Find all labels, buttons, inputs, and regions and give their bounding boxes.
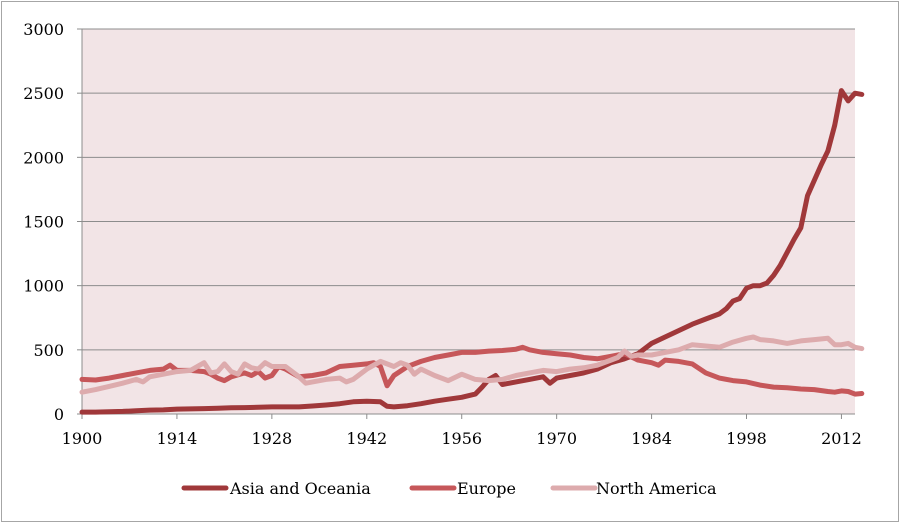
x-tick-label: 1998	[726, 429, 767, 448]
legend-label-1: Europe	[457, 479, 516, 498]
x-tick-label: 2012	[821, 429, 862, 448]
grid-lines	[82, 28, 855, 351]
y-tick-label: 2000	[23, 148, 64, 167]
x-tick-label: 1984	[631, 429, 672, 448]
y-tick-label: 3000	[23, 20, 64, 39]
x-tick-label: 1928	[252, 429, 293, 448]
axes	[77, 28, 855, 419]
series-line-2	[79, 334, 865, 395]
series-layer	[79, 88, 865, 415]
y-tick-labels: 0 500 1000 1500 2000 2500 3000	[23, 20, 64, 424]
x-tick-label: 1914	[157, 429, 198, 448]
y-tick-label: 0	[54, 405, 64, 424]
y-tick-label: 1000	[23, 277, 64, 296]
y-tick-label: 1500	[23, 213, 64, 232]
legend-label-2: North America	[596, 479, 717, 498]
y-tick-label: 500	[33, 341, 64, 360]
series-line-1	[79, 344, 865, 397]
x-tick-label: 1970	[536, 429, 577, 448]
legend: Asia and Oceania Europe North America	[181, 479, 717, 498]
x-tick-label: 1942	[346, 429, 387, 448]
legend-label-0: Asia and Oceania	[229, 479, 371, 498]
x-tick-label: 1956	[441, 429, 482, 448]
x-tick-label: 1900	[62, 429, 103, 448]
y-tick-label: 2500	[23, 84, 64, 103]
x-tick-labels: 1900 1914 1928 1942 1956 1970 1984 1998 2012	[62, 429, 862, 448]
series-line-0	[79, 88, 865, 415]
